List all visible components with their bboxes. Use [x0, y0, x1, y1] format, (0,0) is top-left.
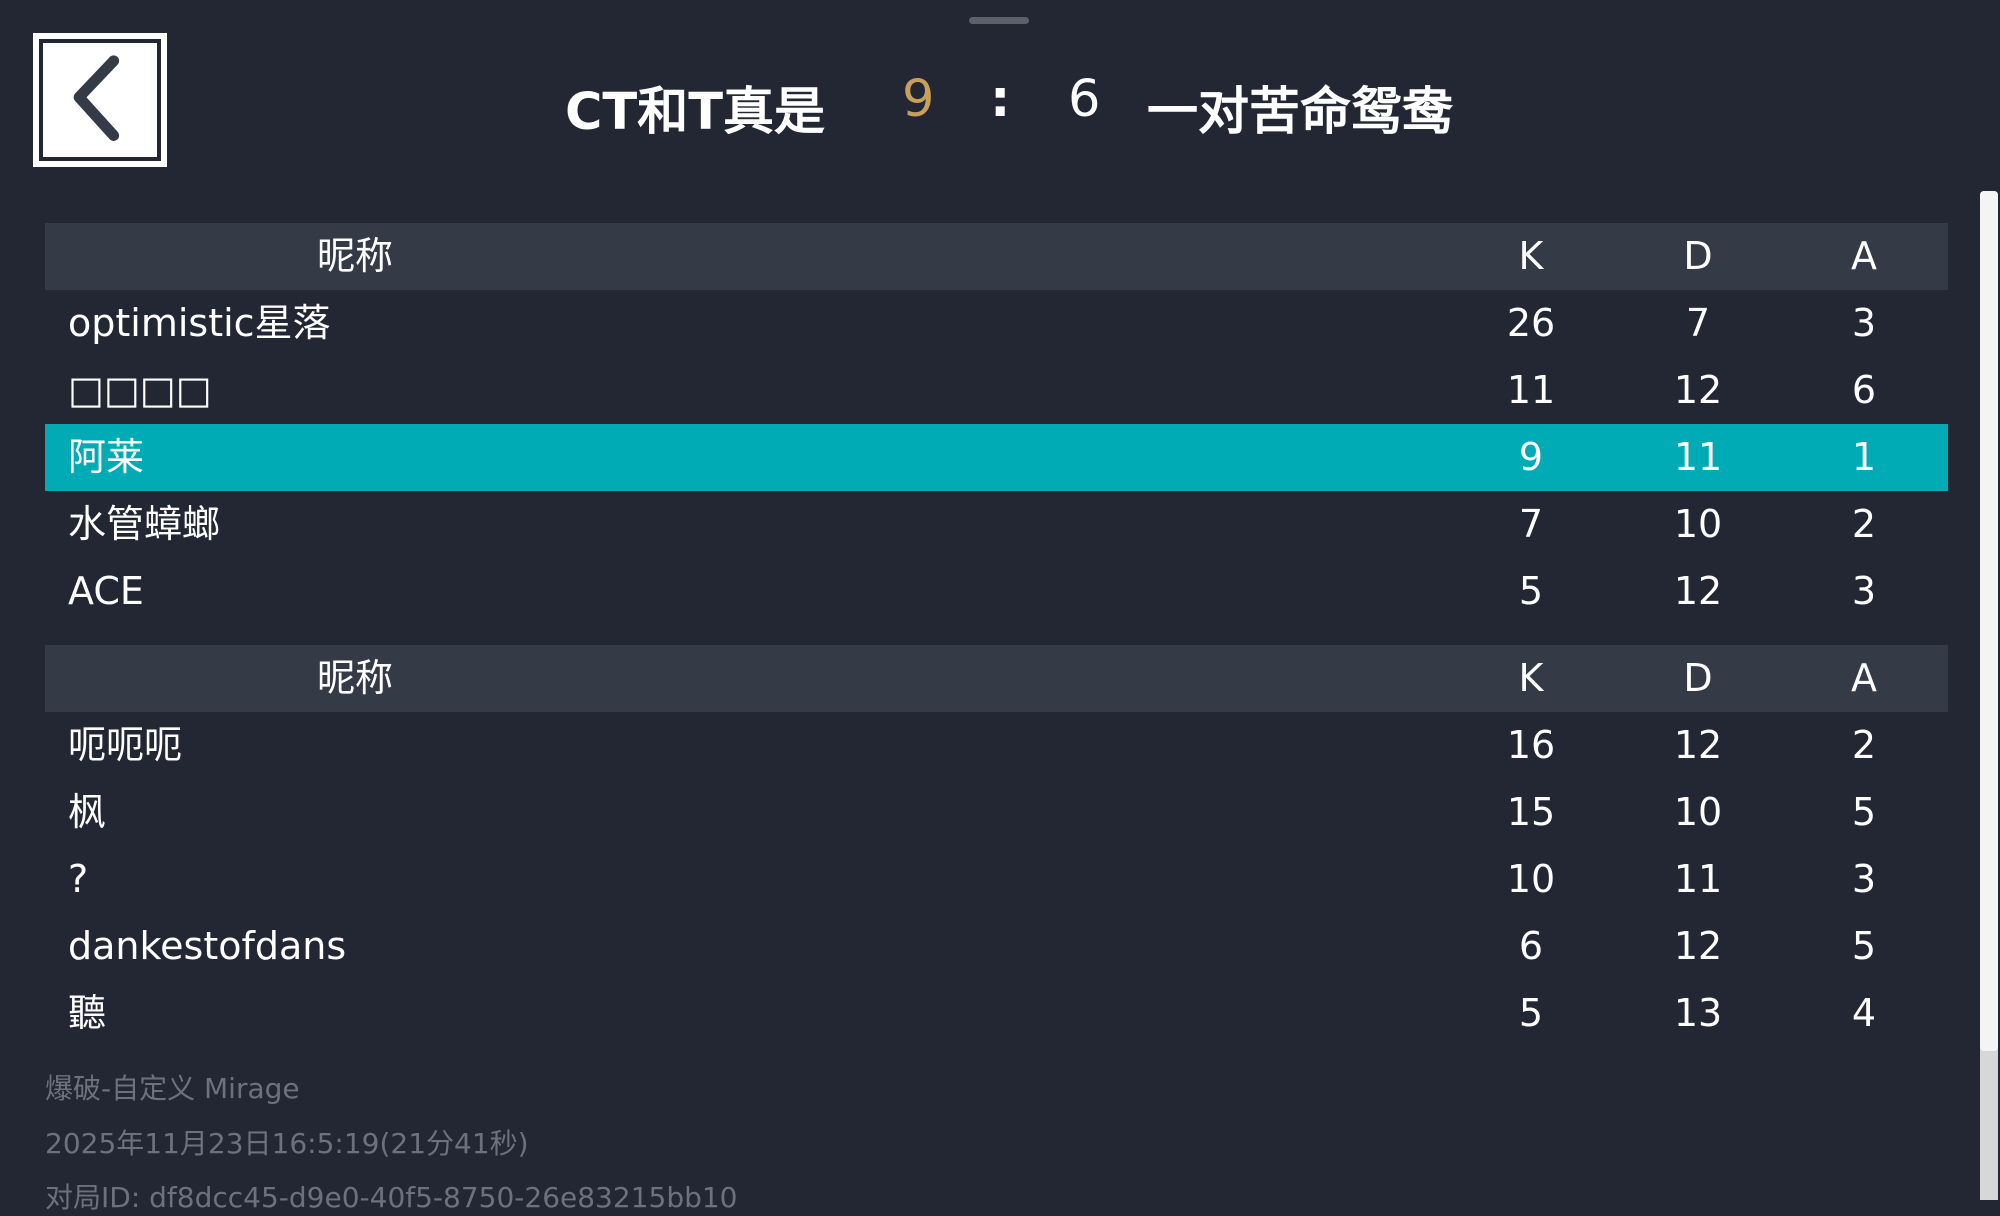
player-k: 9	[1518, 435, 1544, 479]
column-header-name: 昵称	[316, 234, 393, 278]
player-a: 6	[1851, 368, 1877, 412]
player-a: 1	[1851, 435, 1877, 479]
player-name: dankestofdans	[68, 924, 347, 968]
player-a: 3	[1851, 569, 1877, 613]
match-title: CT和T真是 9 : 6 一对苦命鸳鸯	[0, 70, 2000, 142]
player-row[interactable]: ACE 5 12 3	[45, 558, 1948, 625]
player-a: 2	[1851, 723, 1877, 767]
player-d: 11	[1673, 435, 1723, 479]
match-id: 对局ID: df8dcc45-d9e0-40f5-8750-26e83215bb…	[45, 1181, 738, 1214]
column-header-k: K	[1518, 234, 1544, 278]
player-a: 4	[1851, 991, 1877, 1035]
player-a: 5	[1851, 924, 1877, 968]
title-left: CT和T真是	[565, 83, 826, 142]
player-row[interactable]: 水管蟑螂 7 10 2	[45, 491, 1948, 558]
player-row[interactable]: □□□□ 11 12 6	[45, 357, 1948, 424]
player-name: ?	[68, 857, 89, 901]
column-header-k: K	[1518, 656, 1544, 700]
title-right: 一对苦命鸳鸯	[1147, 83, 1454, 142]
column-header-d: D	[1683, 234, 1713, 278]
player-row[interactable]: 呃呃呃 16 12 2	[45, 712, 1948, 779]
player-name: optimistic星落	[68, 301, 331, 345]
player-d: 12	[1673, 924, 1723, 968]
player-row[interactable]: 阿莱 9 11 1	[45, 424, 1948, 491]
player-k: 5	[1518, 569, 1544, 613]
chevron-left-icon	[73, 55, 120, 141]
player-k: 15	[1506, 790, 1556, 834]
player-d: 11	[1673, 857, 1723, 901]
player-name: 阿莱	[68, 435, 145, 479]
player-a: 5	[1851, 790, 1877, 834]
player-name: 枫	[68, 790, 107, 834]
player-a: 3	[1851, 857, 1877, 901]
match-datetime: 2025年11月23日16:5:19(21分41秒)	[45, 1127, 529, 1160]
column-header-d: D	[1683, 656, 1713, 700]
table-header: 昵称 K D A	[45, 645, 1948, 712]
player-k: 11	[1506, 368, 1556, 412]
player-name: □□□□	[68, 368, 212, 412]
game-mode: 爆破-自定义 Mirage	[45, 1072, 300, 1105]
player-d: 10	[1673, 502, 1723, 546]
player-k: 5	[1518, 991, 1544, 1035]
player-row[interactable]: 枫 15 10 5	[45, 779, 1948, 846]
player-d: 12	[1673, 569, 1723, 613]
player-k: 16	[1506, 723, 1556, 767]
player-row[interactable]: ? 10 11 3	[45, 846, 1948, 913]
score-ct: 9	[902, 70, 935, 129]
player-d: 10	[1673, 790, 1723, 834]
player-d: 12	[1673, 368, 1723, 412]
player-row[interactable]: 聽 5 13 4	[45, 980, 1948, 1047]
player-name: 聽	[68, 991, 107, 1035]
player-a: 2	[1851, 502, 1877, 546]
player-row[interactable]: optimistic星落 26 7 3	[45, 290, 1948, 357]
drag-handle[interactable]	[969, 17, 1029, 24]
player-name: 呃呃呃	[68, 723, 183, 767]
player-name: ACE	[68, 569, 144, 613]
player-row[interactable]: dankestofdans 6 12 5	[45, 913, 1948, 980]
back-button[interactable]	[33, 33, 167, 167]
column-header-a: A	[1851, 656, 1877, 700]
player-k: 7	[1518, 502, 1544, 546]
back-button-frame	[39, 39, 161, 161]
table-header: 昵称 K D A	[45, 223, 1948, 290]
player-d: 7	[1685, 301, 1711, 345]
player-d: 12	[1673, 723, 1723, 767]
player-a: 3	[1851, 301, 1877, 345]
score-separator: :	[990, 70, 1011, 129]
player-k: 10	[1506, 857, 1556, 901]
team-table-2: 昵称 K D A 呃呃呃 16 12 2 枫 15 10 5? 10 11 3 dankestofdans 6 1…	[45, 645, 1948, 1047]
player-d: 13	[1673, 991, 1723, 1035]
score-t: 6	[1068, 70, 1101, 129]
player-k: 6	[1518, 924, 1544, 968]
player-name: 水管蟑螂	[68, 502, 221, 546]
player-k: 26	[1506, 301, 1556, 345]
column-header-a: A	[1851, 234, 1877, 278]
scrollbar-thumb[interactable]	[1980, 191, 1998, 1051]
column-header-name: 昵称	[316, 656, 393, 700]
